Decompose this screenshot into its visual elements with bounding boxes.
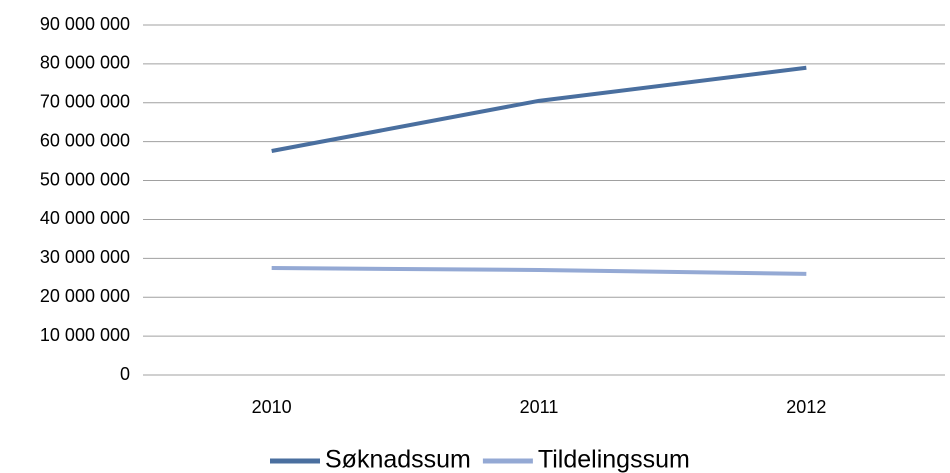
y-tick-label: 70 000 000 xyxy=(40,92,130,112)
y-tick-label: 40 000 000 xyxy=(40,208,130,228)
series-line xyxy=(271,65,807,153)
y-tick-label: 10 000 000 xyxy=(40,325,130,345)
y-tick-label: 20 000 000 xyxy=(40,286,130,306)
y-tick-label: 90 000 000 xyxy=(40,14,130,34)
legend-label: Søknadssum xyxy=(325,446,471,473)
y-tick-label: 80 000 000 xyxy=(40,53,130,73)
series-line xyxy=(271,266,807,276)
x-tick-label: 2011 xyxy=(520,397,559,417)
x-tick-label: 2010 xyxy=(252,397,292,417)
y-tick-label: 30 000 000 xyxy=(40,247,130,267)
legend-label: Tildelingssum xyxy=(538,446,690,473)
y-tick-label: 60 000 000 xyxy=(40,130,130,150)
y-tick-label: 0 xyxy=(120,364,130,384)
x-tick-label: 2012 xyxy=(786,397,826,417)
y-tick-label: 50 000 000 xyxy=(40,169,130,189)
